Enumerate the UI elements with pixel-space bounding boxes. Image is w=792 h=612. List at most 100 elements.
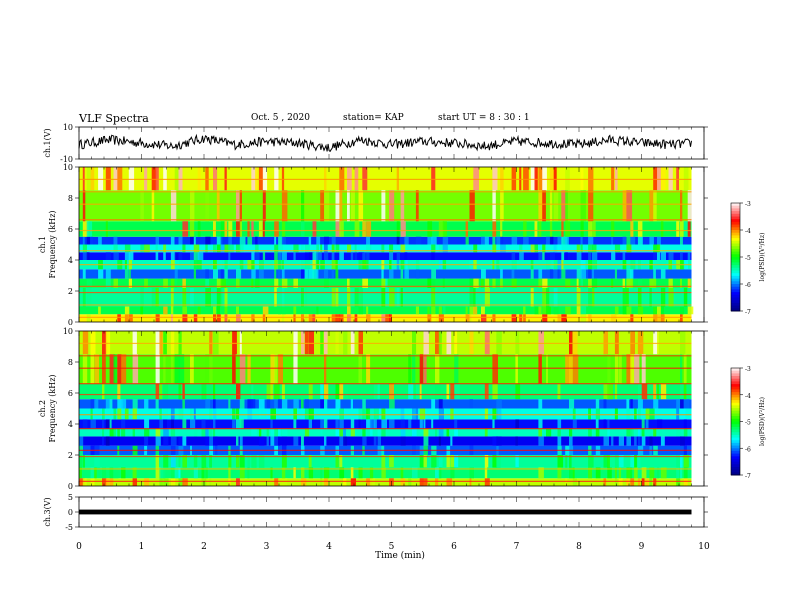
spectrogram-streak (281, 278, 288, 288)
spectrogram-streak (618, 467, 622, 479)
ch1-waveform-line (78, 133, 692, 153)
spectrogram-streak (109, 399, 113, 409)
spectrogram-streak (611, 331, 616, 355)
spectrogram-streak (308, 455, 312, 468)
spectrogram-streak (415, 306, 419, 315)
spectrogram-streak (324, 236, 329, 245)
spectrogram-streak (228, 455, 232, 468)
colorbar-label: log(PSD)(V²/Hz) (759, 233, 766, 282)
spectrogram-streak (381, 287, 386, 307)
spectrogram-streak (580, 278, 584, 288)
spectrogram-streak (163, 436, 169, 446)
spectrogram-streak (213, 383, 216, 400)
spectrogram-streak (170, 190, 177, 222)
spectrogram-streak (228, 252, 231, 260)
spectrogram-streak (438, 419, 444, 429)
spectrogram-streak (281, 269, 285, 279)
spectrogram-streak (687, 252, 691, 260)
spectrogram-streak (102, 436, 105, 446)
spectrogram-streak (469, 478, 472, 486)
spectrogram-streak (304, 252, 309, 260)
spectrogram-streak (236, 408, 240, 420)
spectrogram-streak (469, 467, 474, 479)
spectrogram-streak (278, 236, 284, 245)
x-tick-label: 10 (698, 542, 710, 552)
spectrogram-streak (209, 478, 212, 486)
spectrogram-streak (515, 419, 520, 429)
y-tick-label: -10 (60, 155, 73, 164)
spectrogram-streak (569, 428, 573, 437)
spectrogram-streak (362, 399, 366, 409)
spectrogram-streak (82, 167, 85, 191)
spectrogram-streak (569, 436, 573, 446)
spectrogram-streak (274, 167, 279, 191)
spectrogram-line (79, 428, 692, 430)
spectrogram-streak (500, 190, 504, 222)
spectrogram-streak (155, 428, 161, 437)
spectrogram-streak (79, 478, 85, 486)
spectrogram-streak (190, 419, 196, 429)
spectrogram-streak (423, 428, 429, 437)
spectrogram-streak (86, 314, 91, 322)
spectrogram-streak (626, 244, 632, 253)
spectrogram-streak (473, 287, 476, 307)
spectrogram-streak (105, 221, 108, 237)
colorbar-tick-label: -4 (745, 228, 751, 235)
spectrogram-streak (630, 236, 636, 245)
spectrogram-streak (151, 287, 158, 307)
spectrogram-streak (446, 331, 452, 355)
colorbar-segment (731, 246, 740, 250)
spectrogram-streak (213, 408, 217, 420)
spectrogram-streak (626, 354, 632, 384)
spectrogram-streak (557, 287, 560, 307)
spectrogram-streak (657, 428, 663, 437)
spectrogram-streak (534, 167, 538, 191)
spectrogram-streak (132, 428, 135, 437)
colorbar-segment (731, 453, 740, 457)
spectrogram-streak (396, 167, 399, 191)
spectrogram-streak (90, 331, 96, 355)
spectrogram-streak (220, 306, 224, 315)
spectrogram-streak (389, 399, 395, 409)
spectrogram-streak (515, 354, 518, 384)
spectrogram-streak (530, 244, 536, 253)
spectrogram-streak (82, 287, 86, 307)
spectrogram-streak (649, 190, 654, 222)
spectrogram-streak (607, 467, 612, 479)
spectrogram-streak (301, 287, 304, 307)
spectrogram-streak (201, 428, 206, 437)
spectrogram-streak (626, 455, 630, 468)
spectrogram-streak (324, 354, 327, 384)
spectrogram-streak (205, 236, 211, 245)
spectrogram-streak (105, 252, 111, 260)
spectrogram-streak (408, 419, 412, 429)
spectrogram-streak (304, 408, 311, 420)
spectrogram-streak (412, 467, 418, 479)
spectrogram-streak (182, 383, 185, 400)
spectrogram-streak (170, 467, 175, 479)
spectrogram-streak (653, 331, 659, 355)
spectrogram-streak (657, 383, 659, 400)
spectrogram-streak (320, 331, 324, 355)
spectrogram-streak (542, 252, 545, 260)
spectrogram-streak (155, 331, 161, 355)
spectrogram-streak (155, 436, 161, 446)
spectrogram-streak (538, 419, 543, 429)
spectrogram-streak (366, 419, 372, 429)
colorbar-segment (731, 292, 740, 296)
spectrogram-streak (354, 252, 358, 260)
spectrogram-band (79, 478, 692, 486)
spectrogram-streak (435, 354, 440, 384)
y-axis-label: Frequency (kHz) (48, 210, 57, 278)
colorbar-segment (731, 384, 740, 388)
spectrogram-streak (220, 221, 225, 237)
spectrogram-streak (595, 408, 600, 420)
spectrogram-line (79, 367, 692, 369)
spectrogram-streak (216, 278, 223, 288)
spectrogram-streak (339, 467, 345, 479)
spectrogram-streak (86, 236, 90, 245)
spectrogram-streak (423, 455, 427, 468)
y-tick-label: 8 (68, 194, 73, 203)
colorbar-segment (731, 254, 740, 258)
spectrogram-streak (381, 278, 386, 288)
